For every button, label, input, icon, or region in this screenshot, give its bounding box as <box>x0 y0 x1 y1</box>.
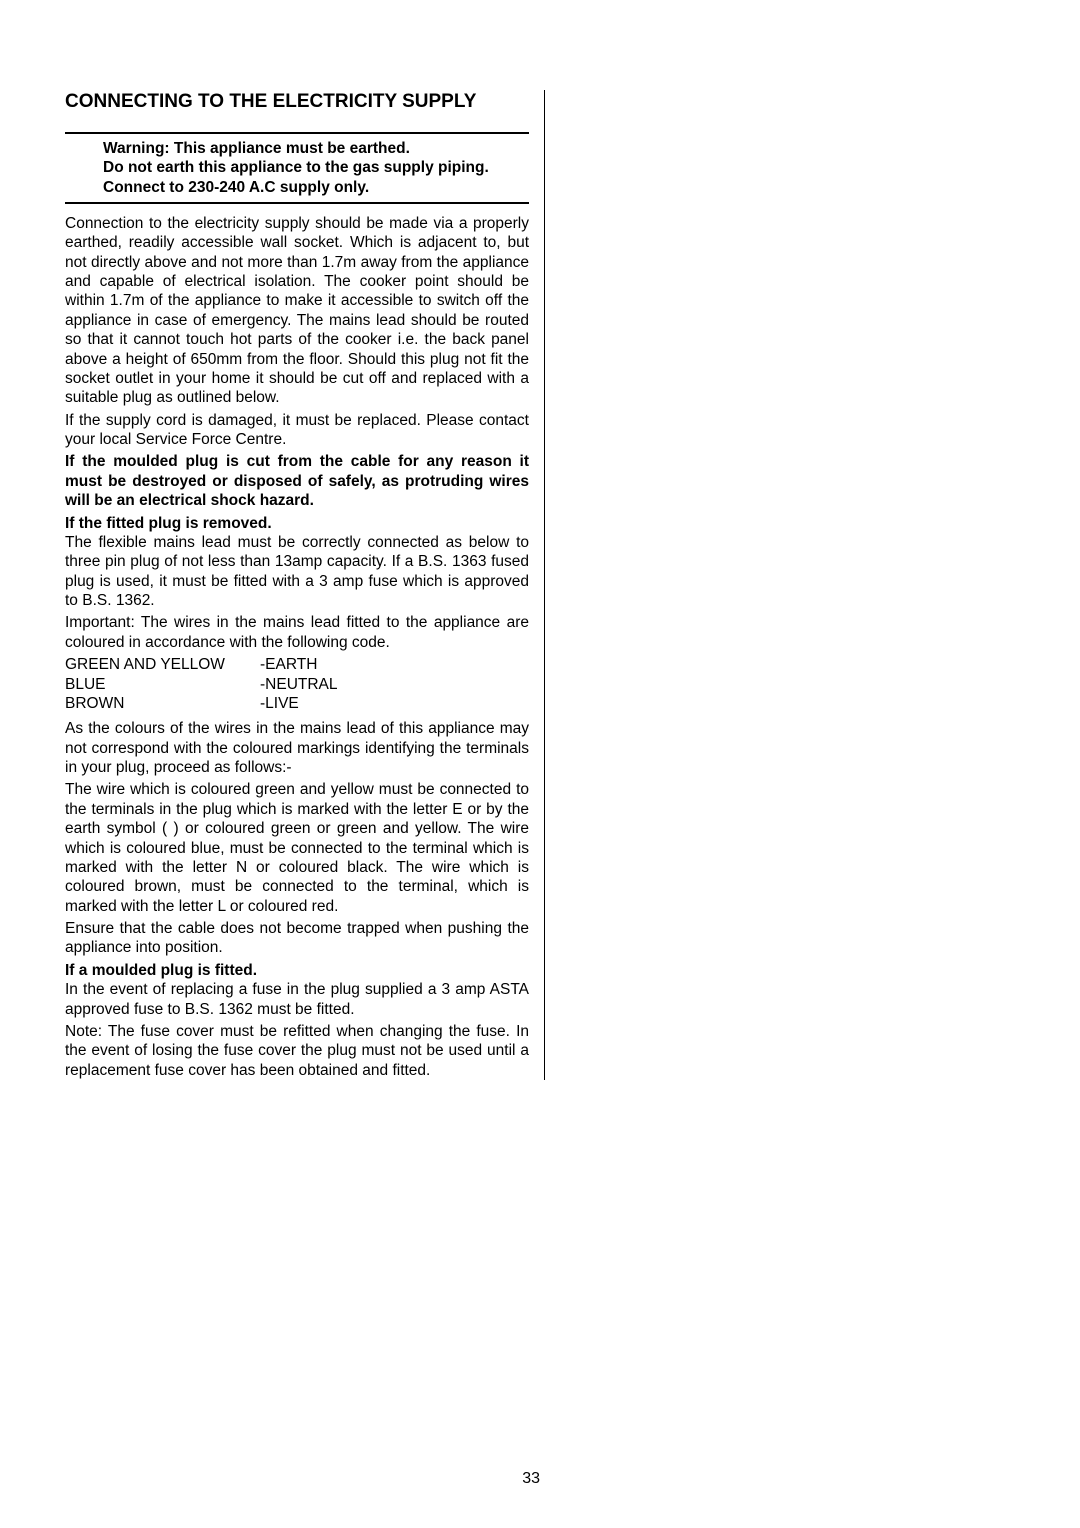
paragraph-important-wires: Important: The wires in the mains lead f… <box>65 613 529 652</box>
warning-line-3: Connect to 230-240 A.C supply only. <box>103 178 529 197</box>
document-column: CONNECTING TO THE ELECTRICITY SUPPLY War… <box>65 90 545 1080</box>
wire-terminal: -NEUTRAL <box>260 675 529 694</box>
wire-color: BLUE <box>65 675 260 694</box>
page-number: 33 <box>522 1470 540 1488</box>
subheading-fitted-plug-removed: If the fitted plug is removed. <box>65 514 529 533</box>
paragraph-colours-correspond: As the colours of the wires in the mains… <box>65 719 529 777</box>
warning-line-2: Do not earth this appliance to the gas s… <box>103 158 529 177</box>
wire-color-table: GREEN AND YELLOW -EARTH BLUE -NEUTRAL BR… <box>65 655 529 713</box>
paragraph-cable-trapped: Ensure that the cable does not become tr… <box>65 919 529 958</box>
wire-row-earth: GREEN AND YELLOW -EARTH <box>65 655 529 674</box>
wire-terminal: -LIVE <box>260 694 529 713</box>
wire-color: GREEN AND YELLOW <box>65 655 260 674</box>
paragraph-replacing-fuse: In the event of replacing a fuse in the … <box>65 980 529 1019</box>
warning-line-1: Warning: This appliance must be earthed. <box>103 139 529 158</box>
paragraph-note-fuse-cover: Note: The fuse cover must be refitted wh… <box>65 1022 529 1080</box>
wire-row-neutral: BLUE -NEUTRAL <box>65 675 529 694</box>
paragraph-wire-green-yellow: The wire which is coloured green and yel… <box>65 780 529 916</box>
wire-terminal: -EARTH <box>260 655 529 674</box>
wire-color: BROWN <box>65 694 260 713</box>
note-text: : The fuse cover must be refitted when c… <box>65 1023 529 1079</box>
paragraph-flexible-mains: The flexible mains lead must be correctl… <box>65 533 529 611</box>
note-label: Note <box>65 1023 98 1040</box>
paragraph-connection: Connection to the electricity supply sho… <box>65 214 529 408</box>
main-heading: CONNECTING TO THE ELECTRICITY SUPPLY <box>65 90 529 114</box>
paragraph-supply-cord: If the supply cord is damaged, it must b… <box>65 411 529 450</box>
bold-moulded-plug-warning: If the moulded plug is cut from the cabl… <box>65 452 529 510</box>
subheading-moulded-plug-fitted: If a moulded plug is fitted. <box>65 961 529 980</box>
wire-row-live: BROWN -LIVE <box>65 694 529 713</box>
warning-box: Warning: This appliance must be earthed.… <box>65 132 529 204</box>
